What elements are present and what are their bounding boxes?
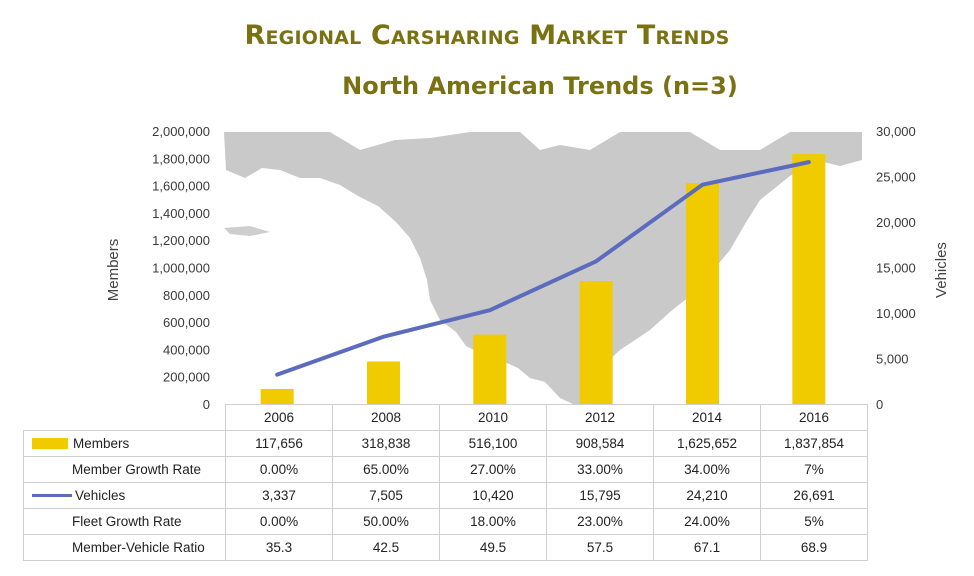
legend-line-swatch [32,494,72,497]
table-row-label: Vehicles [23,482,226,509]
table-cell: 26,691 [760,482,868,509]
right-axis-title: Vehicles [933,242,950,298]
data-table: 2006 2008 2010 2012 2014 2016 Members 117… [23,404,868,561]
table-row-label: Member-Vehicle Ratio [23,534,226,561]
bar-members-2014 [686,183,719,405]
right-tick-label: 20,000 [876,215,916,230]
line-series-vehicles [275,160,811,377]
left-tick-label: 1,000,000 [152,261,210,276]
left-tick-label: 600,000 [163,315,210,330]
right-tick-label: 0 [876,397,883,410]
table-cell: 5% [760,508,868,535]
table-cell: 15,795 [546,482,654,509]
table-row: Member Growth Rate 0.00% 65.00% 27.00% 33.00… [23,456,868,483]
table-cell: 50.00% [332,508,440,535]
bar-members-2006 [260,388,294,405]
row-label-text: Fleet Growth Rate [72,514,182,529]
left-tick-label: 800,000 [163,288,210,303]
table-cell: 35.3 [225,534,333,561]
table-cell: 0.00% [225,456,333,483]
left-tick-label: 1,400,000 [152,206,210,221]
table-cell: 68.9 [760,534,868,561]
table-cell: 1,625,652 [653,430,761,457]
chart-subtitle: North American Trends (n=3) [342,72,738,100]
left-tick-label: 1,600,000 [152,179,210,194]
table-row: Member-Vehicle Ratio 35.3 42.5 49.5 57.5 67.1… [23,534,868,561]
table-corner [24,405,226,431]
bar-members-2012 [579,280,613,405]
bar-members-2008 [367,361,400,405]
table-cell: 34.00% [653,456,761,483]
vehicles-line [275,160,811,377]
table-header-cell: 2014 [653,404,761,431]
table-cell: 0.00% [225,508,333,535]
table-cell: 516,100 [439,430,547,457]
left-tick-label: 1,800,000 [152,151,210,166]
table-cell: 33.00% [546,456,654,483]
table-cell: 18.00% [439,508,547,535]
table-cell: 27.00% [439,456,547,483]
table-cell: 65.00% [332,456,440,483]
table-header-cell: 2016 [760,404,868,431]
bar-members-2016 [792,154,826,405]
row-label-text: Vehicles [75,488,126,503]
table-row-label: Members [23,430,226,457]
table-header-row: 2006 2008 2010 2012 2014 2016 [24,404,868,431]
table-cell: 3,337 [225,482,333,509]
table-header-cell: 2008 [332,404,440,431]
right-tick-label: 5,000 [876,352,909,367]
table-cell: 318,838 [332,430,440,457]
right-tick-label: 25,000 [876,170,916,185]
table-row-label: Member Growth Rate [23,456,226,483]
chart-title: Regional Carsharing Market Trends [244,20,730,51]
table-cell: 24.00% [653,508,761,535]
legend-bar-swatch [32,438,68,449]
table-cell: 23.00% [546,508,654,535]
table-row-label: Fleet Growth Rate [23,508,226,535]
table-cell: 1,837,854 [760,430,868,457]
bar-series-members [260,154,826,405]
left-tick-label: 400,000 [163,342,210,357]
table-cell: 10,420 [439,482,547,509]
left-tick-label: 1,200,000 [152,233,210,248]
table-cell: 24,210 [653,482,761,509]
left-tick-label: 0 [203,397,210,410]
row-label-text: Member-Vehicle Ratio [72,540,205,555]
right-tick-label: 15,000 [876,261,916,276]
left-tick-label: 2,000,000 [152,124,210,139]
left-axis-title: Members [105,239,122,302]
right-tick-label: 10,000 [876,306,916,321]
axis-layer: 0 200,000 400,000 600,000 800,000 1,000,000 1,… [152,124,916,410]
table-cell: 908,584 [546,430,654,457]
right-tick-label: 30,000 [876,124,916,139]
table-cell: 42.5 [332,534,440,561]
table-cell: 117,656 [225,430,333,457]
table-cell: 7,505 [332,482,440,509]
row-label-text: Members [73,436,130,451]
table-header-cell: 2010 [439,404,547,431]
row-label-text: Member Growth Rate [72,462,202,477]
table-header-cell: 2006 [225,404,333,431]
table-cell: 49.5 [439,534,547,561]
table-row: Vehicles 3,337 7,505 10,420 15,795 24,210 26,6… [23,482,868,509]
table-row: Fleet Growth Rate 0.00% 50.00% 18.00% 23.00%… [23,508,868,535]
left-tick-label: 200,000 [163,370,210,385]
table-cell: 67.1 [653,534,761,561]
table-cell: 57.5 [546,534,654,561]
table-row: Members 117,656 318,838 516,100 908,584 1,625… [23,430,868,457]
table-header-cell: 2012 [546,404,654,431]
bar-members-2010 [473,334,507,405]
table-cell: 7% [760,456,868,483]
chart-area: 0 200,000 400,000 600,000 800,000 1,000,000 1,… [105,124,950,410]
